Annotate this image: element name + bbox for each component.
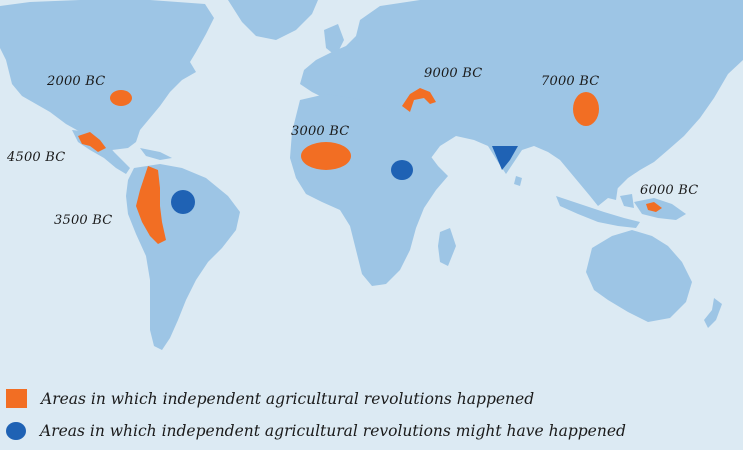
landmasses bbox=[0, 0, 743, 350]
region-mesoamerica bbox=[78, 132, 106, 152]
region-ethiopia bbox=[391, 160, 413, 180]
date-label-new-guinea: 6000 BC bbox=[640, 183, 699, 198]
legend-item-might-have-happened: Areas in which independent agricultural … bbox=[6, 422, 626, 440]
region-south-india bbox=[492, 146, 518, 170]
region-sahel bbox=[301, 142, 351, 170]
africa-landmass bbox=[290, 94, 448, 286]
legend-item-happened: Areas in which independent agricultural … bbox=[6, 389, 534, 408]
happened-regions bbox=[78, 88, 662, 244]
legend-swatch-happened bbox=[6, 389, 27, 408]
region-amazon bbox=[171, 190, 195, 214]
greenland-landmass bbox=[228, 0, 318, 40]
caribbean-landmass bbox=[140, 148, 172, 160]
date-label-mesoamerica: 4500 BC bbox=[7, 150, 66, 165]
region-andes bbox=[136, 166, 166, 244]
might-have-happened-regions bbox=[171, 146, 518, 214]
new-zealand-landmass bbox=[704, 298, 722, 328]
region-fertile-crescent bbox=[402, 88, 436, 112]
date-label-north-america: 2000 BC bbox=[47, 74, 106, 89]
date-label-sahel: 3000 BC bbox=[291, 124, 350, 139]
british-isles-landmass bbox=[324, 24, 344, 56]
north-america-landmass bbox=[0, 0, 214, 150]
region-north-america bbox=[110, 90, 132, 106]
date-label-andes: 3500 BC bbox=[54, 213, 113, 228]
australia-landmass bbox=[586, 230, 692, 322]
date-label-china: 7000 BC bbox=[541, 74, 600, 89]
sri-lanka-landmass bbox=[514, 176, 522, 186]
southeast-asia-islands-landmass bbox=[556, 182, 640, 228]
date-label-fertile-crescent: 9000 BC bbox=[424, 66, 483, 81]
region-china bbox=[573, 92, 599, 126]
legend-label-might-have-happened: Areas in which independent agricultural … bbox=[40, 422, 626, 440]
madagascar-landmass bbox=[438, 228, 456, 266]
legend-swatch-might-have-happened bbox=[6, 422, 26, 440]
region-new-guinea bbox=[646, 202, 662, 212]
legend-label-happened: Areas in which independent agricultural … bbox=[41, 389, 535, 408]
